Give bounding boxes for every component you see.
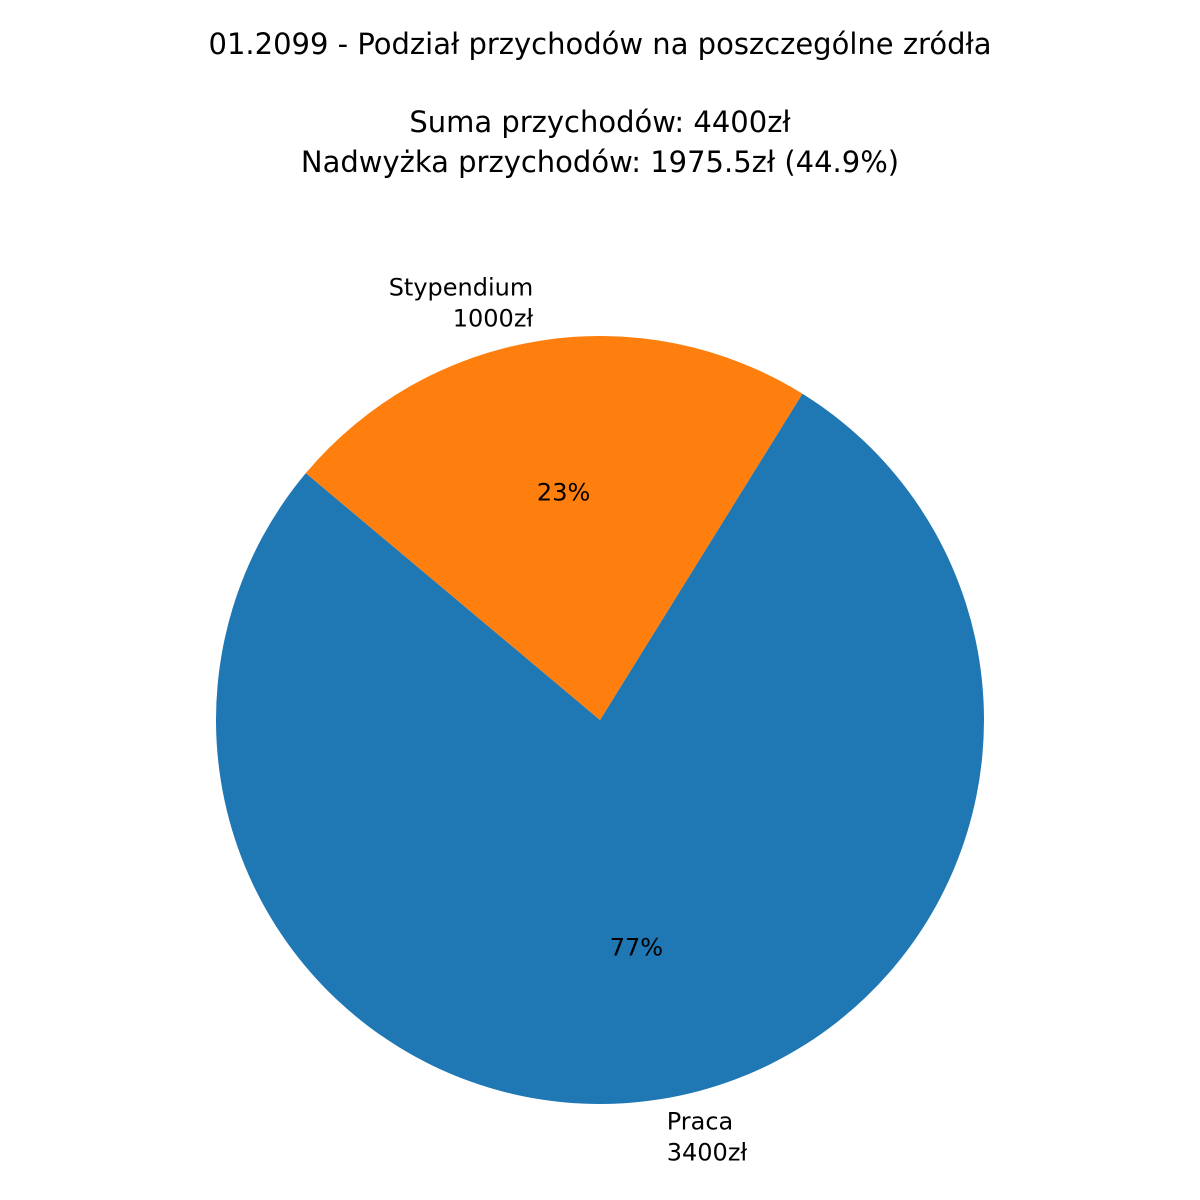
pie-labels: 77% Praca 3400zł 23% Stypendium 1000zł [389,273,748,1166]
pie-slice-stypendium [305,335,803,720]
pie-slices [216,335,984,1104]
chart-title: 01.2099 - Podział przychodów na poszczeg… [209,27,992,61]
pie-slice-value-label: 3400zł [667,1139,748,1167]
pie-slice-name-label: Stypendium [389,273,534,301]
pie-slice-name-label: Praca [667,1108,734,1136]
pie-slice-praca [216,393,984,1104]
chart-subtitle-surplus: Nadwyżka przychodów: 1975.5zł (44.9%) [301,145,899,179]
pie-percent-label: 77% [610,934,663,962]
chart-subtitle-total: Suma przychodów: 4400zł [409,105,791,139]
pie-slice-value-label: 1000zł [453,304,534,332]
pie-percent-label: 23% [537,478,590,506]
